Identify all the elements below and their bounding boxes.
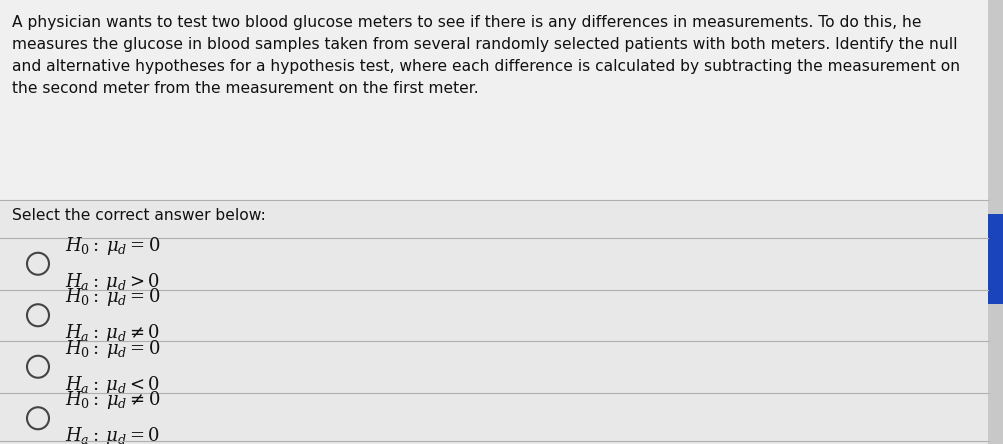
FancyBboxPatch shape [0,200,987,444]
Text: and alternative hypotheses for a hypothesis test, where each difference is calcu: and alternative hypotheses for a hypothe… [12,59,959,74]
Text: $H_a:\: \mu_d < 0$: $H_a:\: \mu_d < 0$ [65,374,159,396]
Text: measures the glucose in blood samples taken from several randomly selected patie: measures the glucose in blood samples ta… [12,37,957,52]
Text: A physician wants to test two blood glucose meters to see if there is any differ: A physician wants to test two blood gluc… [12,15,921,30]
Text: $H_a:\: \mu_d \neq 0$: $H_a:\: \mu_d \neq 0$ [65,322,159,344]
Text: the second meter from the measurement on the first meter.: the second meter from the measurement on… [12,81,478,96]
Text: $H_a:\: \mu_d = 0$: $H_a:\: \mu_d = 0$ [65,425,159,444]
Text: $H_0:\: \mu_d = 0$: $H_0:\: \mu_d = 0$ [65,338,160,360]
Text: Select the correct answer below:: Select the correct answer below: [12,208,266,223]
FancyBboxPatch shape [0,0,987,200]
Text: $H_a:\: \mu_d > 0$: $H_a:\: \mu_d > 0$ [65,271,159,293]
Text: $H_0:\: \mu_d = 0$: $H_0:\: \mu_d = 0$ [65,235,160,257]
FancyBboxPatch shape [987,214,1003,304]
Text: $H_0:\: \mu_d \neq 0$: $H_0:\: \mu_d \neq 0$ [65,389,160,411]
Text: $H_0:\: \mu_d = 0$: $H_0:\: \mu_d = 0$ [65,286,160,308]
